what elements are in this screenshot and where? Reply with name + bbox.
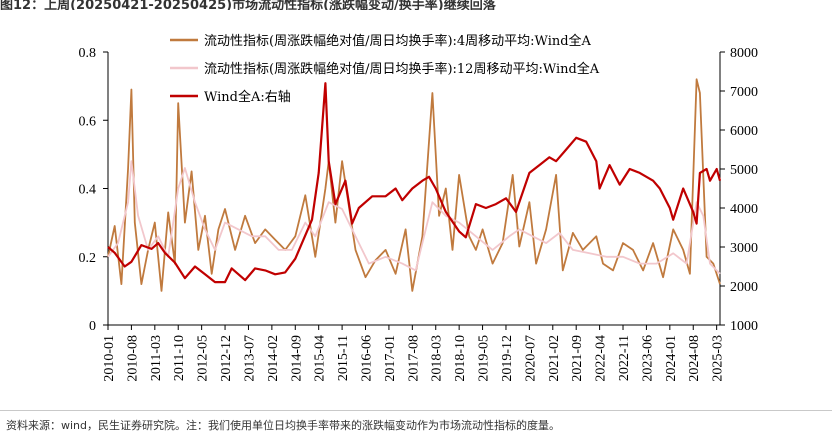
chart-series-lines [107,78,722,292]
left-tick-label: 0.4 [79,183,97,198]
left-tick-label: 0.6 [79,114,97,129]
x-tick-label: 2022-11 [617,335,632,381]
x-tick-label: 2024-08 [687,335,702,382]
x-tick-label: 2018-10 [453,335,468,382]
x-tick-label: 2016-06 [360,335,375,382]
x-tick-label: 2019-05 [477,335,492,382]
x-tick-label: 2021-09 [570,335,585,382]
left-tick-label: 0 [89,319,96,334]
x-tick-label: 2012-05 [196,335,211,382]
x-tick-label: 2020-07 [523,335,538,382]
right-tick-label: 4000 [730,202,758,217]
source-note: 资料来源：wind，民生证券研究院。注：我们使用单位日均换手率带来的涨跌幅变动作… [6,419,561,432]
chart-legend: 流动性指标(周涨跌幅绝对值/周日均换手率):4周移动平均:Wind全A 流动性指标… [170,33,600,105]
x-tick-label: 2015-11 [336,335,351,381]
x-tick-label: 2013-07 [242,335,257,382]
x-tick-label: 2014-09 [289,335,304,382]
x-tick-label: 2022-04 [594,335,609,382]
right-tick-label: 1000 [730,319,758,334]
right-tick-label: 2000 [730,280,758,295]
legend-label-2: 流动性指标(周涨跌幅绝对值/周日均换手率):12周移动平均:Wind全A [204,61,600,77]
x-tick-label: 2018-03 [430,335,445,382]
x-tick-label: 2012-12 [219,335,234,382]
x-tick-label: 2011-03 [149,335,164,381]
x-tick-label: 2021-02 [547,335,562,382]
x-tick-label: 2017-01 [383,335,398,382]
left-tick-label: 0.2 [79,251,97,266]
legend-label-3: Wind全A:右轴 [204,89,291,105]
x-tick-label: 2017-08 [406,335,421,382]
right-tick-label: 5000 [730,163,758,178]
x-tick-label: 2010-08 [125,335,140,382]
x-tick-label: 2011-10 [172,335,187,381]
x-tick-label: 2024-01 [664,335,679,382]
series-line-2 [107,160,721,275]
chart-svg: 0 0.2 0.4 0.6 0.8 1000 2000 3000 4000 5000 6000 700… [79,33,759,382]
figure-title: 图12：上周(20250421-20250425)市场流动性指标(涨跌幅变动/换… [0,0,496,10]
right-tick-label: 8000 [730,46,758,61]
series-line-1 [107,78,721,292]
right-tick-label: 6000 [730,124,758,139]
right-tick-label: 7000 [730,85,758,100]
series-line-3 [107,82,722,284]
x-tick-label: 2015-04 [313,335,328,382]
right-tick-label: 3000 [730,241,758,256]
left-tick-label: 0.8 [79,46,97,61]
x-tick-label: 2014-02 [266,335,281,382]
x-tick-label: 2023-06 [640,335,655,382]
x-tick-label: 2019-12 [500,335,515,382]
footer-divider [0,410,832,411]
x-tick-label: 2025-03 [711,335,726,382]
legend-label-1: 流动性指标(周涨跌幅绝对值/周日均换手率):4周移动平均:Wind全A [204,33,592,49]
chart-axes: 0 0.2 0.4 0.6 0.8 1000 2000 3000 4000 5000 6000 700… [79,46,759,382]
x-tick-label: 2010-01 [102,335,117,382]
